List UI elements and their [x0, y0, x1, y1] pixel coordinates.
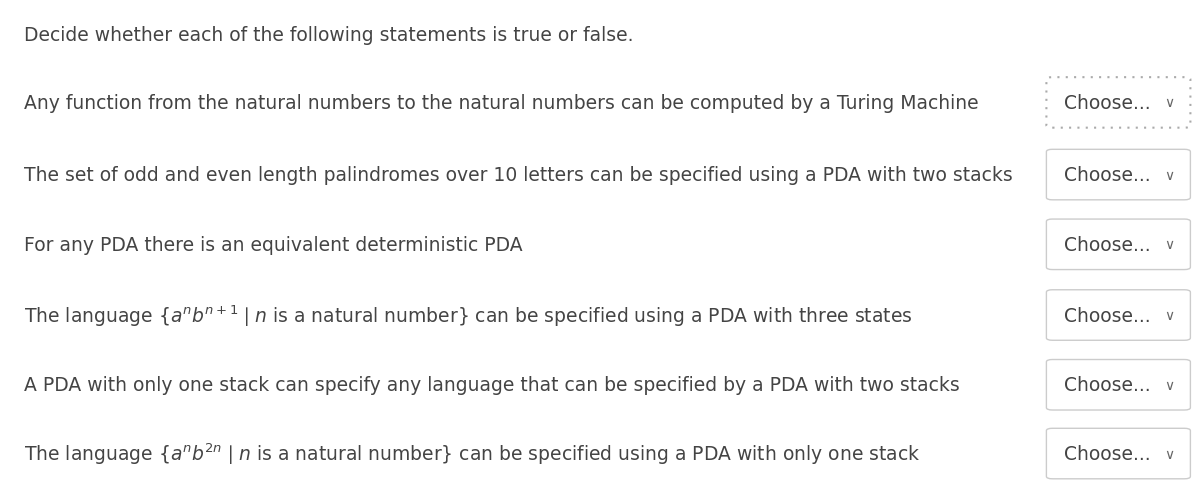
Text: Choose...: Choose...: [1064, 444, 1151, 463]
Text: ∨: ∨: [1164, 96, 1174, 110]
Text: The set of odd and even length palindromes over 10 letters can be specified usin: The set of odd and even length palindrom…: [24, 166, 1013, 185]
Text: Choose...: Choose...: [1064, 235, 1151, 254]
FancyBboxPatch shape: [1046, 290, 1190, 341]
Text: ∨: ∨: [1164, 168, 1174, 182]
FancyBboxPatch shape: [1046, 220, 1190, 270]
Text: For any PDA there is an equivalent deterministic PDA: For any PDA there is an equivalent deter…: [24, 235, 523, 254]
Text: The language $\{a^n b^{2n}\mid n$ is a natural number$\}$ can be specified using: The language $\{a^n b^{2n}\mid n$ is a n…: [24, 441, 920, 467]
Text: ∨: ∨: [1164, 446, 1174, 461]
Text: ∨: ∨: [1164, 378, 1174, 392]
FancyBboxPatch shape: [1046, 428, 1190, 479]
Text: Choose...: Choose...: [1064, 166, 1151, 185]
Text: ∨: ∨: [1164, 308, 1174, 323]
FancyBboxPatch shape: [1046, 78, 1190, 128]
Text: Choose...: Choose...: [1064, 94, 1151, 113]
Text: Any function from the natural numbers to the natural numbers can be computed by : Any function from the natural numbers to…: [24, 94, 979, 113]
Text: Choose...: Choose...: [1064, 306, 1151, 325]
Text: Decide whether each of the following statements is true or false.: Decide whether each of the following sta…: [24, 26, 634, 46]
Text: The language $\{a^n b^{n+1}\mid n$ is a natural number$\}$ can be specified usin: The language $\{a^n b^{n+1}\mid n$ is a …: [24, 302, 913, 328]
Text: Choose...: Choose...: [1064, 375, 1151, 395]
FancyBboxPatch shape: [1046, 360, 1190, 410]
Text: ∨: ∨: [1164, 238, 1174, 252]
Text: A PDA with only one stack can specify any language that can be specified by a PD: A PDA with only one stack can specify an…: [24, 375, 960, 395]
FancyBboxPatch shape: [1046, 150, 1190, 201]
